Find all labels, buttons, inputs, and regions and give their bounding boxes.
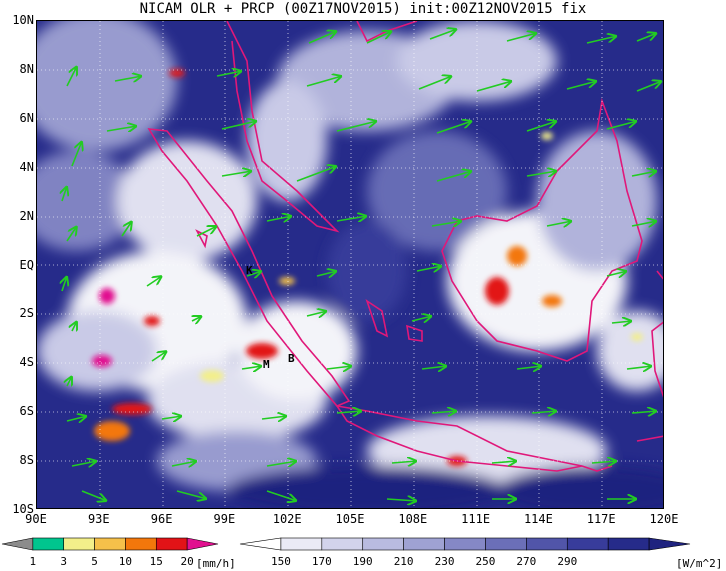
- colorbar-segment: [155, 537, 188, 551]
- colorbar-segment: [32, 537, 65, 551]
- colorbar-tick-label: 1: [29, 555, 37, 568]
- colorbar-segment: [186, 537, 219, 551]
- precip-colorbar: [1, 537, 219, 551]
- colorbar-segment: [566, 537, 609, 551]
- cloud-clusters: [37, 21, 663, 508]
- lon-label: 93E: [87, 512, 110, 526]
- colorbar-tick-label: 250: [475, 555, 496, 568]
- olr-unit: [W/m^2]: [676, 557, 723, 570]
- lat-label: 8N: [19, 61, 34, 76]
- colorbar-tick-label: 3: [60, 555, 68, 568]
- lon-label: 105E: [335, 512, 365, 526]
- colorbar-segment: [280, 537, 323, 551]
- lon-label: 114E: [523, 512, 553, 526]
- precip-unit: [mm/h]: [196, 557, 236, 570]
- olr-colorbar: [239, 537, 691, 551]
- colorbar-segment: [526, 537, 568, 551]
- map-panel: K M B: [36, 20, 664, 509]
- colorbar-tick-label: 270: [516, 555, 537, 568]
- colorbar-segment: [403, 537, 445, 551]
- lat-label: 10N: [12, 13, 34, 27]
- colorbar-tick-label: 190: [352, 555, 373, 568]
- lon-label: 96E: [150, 512, 173, 526]
- station-label-k: K: [246, 264, 253, 277]
- colorbar-segment: [444, 537, 486, 551]
- lat-label: 10S: [12, 502, 34, 516]
- colorbar-tick-label: 170: [311, 555, 332, 568]
- graticule: [37, 21, 663, 508]
- lat-label: 2N: [19, 208, 34, 223]
- lon-label: 90E: [25, 512, 47, 526]
- station-label-m: M: [263, 358, 270, 371]
- colorbar-tick-label: 10: [118, 555, 133, 568]
- coastlines: [147, 21, 663, 472]
- colorbar-segment: [125, 537, 157, 551]
- colorbar-segment: [607, 537, 650, 551]
- colorbar-segment: [1, 537, 34, 551]
- colorbar-tick-label: 5: [91, 555, 98, 568]
- olr-field: K M B: [37, 21, 663, 508]
- colorbar-tick-label: 230: [434, 555, 455, 568]
- colorbars: [1, 537, 691, 551]
- colorbar-segment: [321, 537, 364, 551]
- lat-label: EQ: [19, 257, 34, 272]
- lat-label: 6S: [19, 404, 34, 419]
- lon-label: 102E: [272, 512, 302, 526]
- station-label-b: B: [288, 352, 295, 365]
- colorbar-tick-label: 20: [180, 555, 194, 568]
- lat-label: 6N: [19, 110, 34, 125]
- lat-label: 8S: [19, 453, 34, 468]
- map-title: NICAM OLR + PRCP (00Z17NOV2015) init:00Z…: [139, 1, 587, 17]
- colorbar-segment: [63, 537, 95, 551]
- lon-label: 111E: [461, 512, 491, 526]
- lon-label: 120E: [649, 512, 679, 526]
- lat-label: 2S: [19, 306, 34, 321]
- lon-label: 108E: [398, 512, 428, 526]
- lon-label: 117E: [586, 512, 616, 526]
- colorbar-segment: [239, 537, 282, 551]
- colorbar-tick-label: 210: [393, 555, 414, 568]
- colorbar-segment: [362, 537, 404, 551]
- colorbar-tick-label: 15: [149, 555, 163, 568]
- wind-vectors: [62, 29, 662, 501]
- colorbar-segment: [94, 537, 126, 551]
- lat-label: 4N: [19, 159, 34, 174]
- lon-label: 99E: [213, 512, 236, 526]
- colorbar-segment: [485, 537, 527, 551]
- colorbar-segment: [648, 537, 691, 551]
- colorbar-tick-label: 150: [270, 555, 291, 568]
- lat-label: 4S: [19, 355, 34, 370]
- colorbar-tick-label: 290: [557, 555, 578, 568]
